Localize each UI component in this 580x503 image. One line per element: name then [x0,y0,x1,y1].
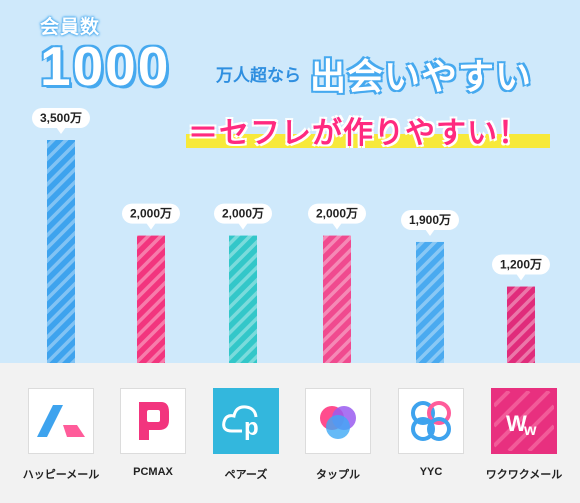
pcmax-logo-icon[interactable] [120,388,186,454]
headline-number: 1000 [40,35,171,97]
value-label-5: 1,900万 [401,209,459,236]
value-label-3: 2,000万 [214,203,272,230]
headline-main: 出会いやすい [310,56,533,97]
app-name: PCMAX [133,466,173,478]
app-wakuwaku[interactable]: W w ワクワクメール [484,388,564,482]
tapple-logo-icon[interactable] [305,388,371,454]
pairs-logo-icon[interactable]: p [213,388,279,454]
yyc-logo-icon[interactable] [398,388,464,454]
app-happymail[interactable]: ハッピーメール [21,388,101,482]
happymail-logo-icon[interactable] [28,388,94,454]
svg-text:2,000万: 2,000万 [316,207,358,221]
value-label-2: 2,000万 [122,203,180,230]
value-label-1: 3,500万 [32,108,90,134]
app-yyc[interactable]: YYC [391,388,471,478]
svg-text:1,200万: 1,200万 [500,258,542,272]
tagline: ＝セフレが作りやすい！ [188,117,529,150]
app-name: ペアーズ [224,469,268,481]
app-name: YYC [419,466,443,478]
headline-unit: 万人超なら [216,66,301,85]
value-label-6: 1,200万 [492,254,550,281]
app-pairs[interactable]: p ペアーズ [206,388,286,482]
svg-text:1,900万: 1,900万 [409,213,451,227]
bar-6 [507,286,535,363]
bar-3 [229,235,257,363]
svg-text:2,000万: 2,000万 [222,207,264,221]
app-logo-strip [0,363,580,503]
svg-text:2,000万: 2,000万 [130,207,172,221]
svg-text:3,500万: 3,500万 [40,111,82,125]
svg-text:w: w [523,422,537,439]
svg-text:p: p [244,414,259,441]
bar-5 [416,241,444,363]
headline-kicker: 会員数 [40,17,101,38]
app-tapple[interactable]: タップル [298,388,378,482]
app-name: ハッピーメール [22,469,100,481]
bar-2 [137,235,165,363]
wakuwaku-logo-icon[interactable]: W w [491,388,557,454]
bar-1 [47,140,75,363]
tagline-highlight [186,134,550,148]
app-name: ワクワクメール [485,469,563,481]
app-name: タップル [316,469,360,481]
svg-text:W: W [506,411,527,436]
value-label-4: 2,000万 [308,203,366,230]
bar-4 [323,235,351,363]
app-pcmax[interactable]: PCMAX [113,388,193,478]
